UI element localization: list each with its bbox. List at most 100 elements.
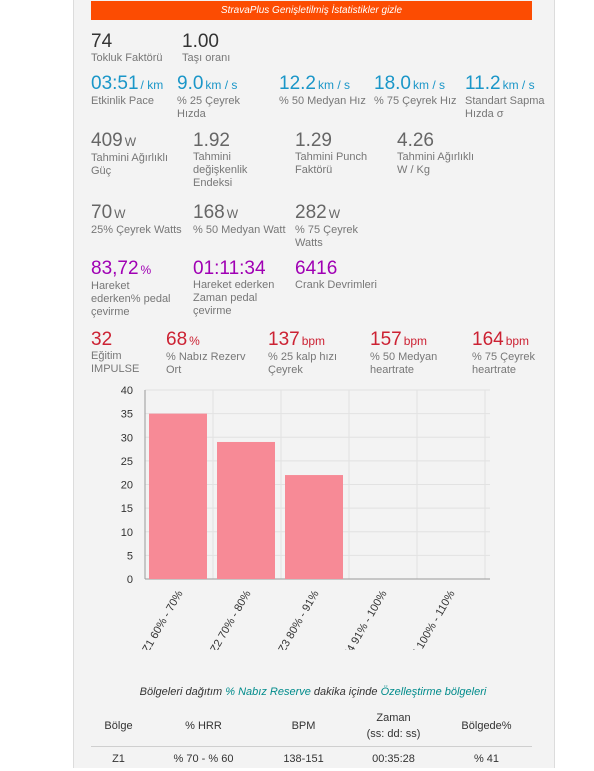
stat-number: 03:51 xyxy=(91,73,139,94)
stat-r3-0: 409 W Tahmini Ağırlıklı Güç xyxy=(91,131,168,178)
header-cell: Bölge xyxy=(91,718,146,734)
stat-r3-2: 1.29 Tahmini Punch Faktörü xyxy=(295,131,367,177)
header-text: (ss: dd: ss) xyxy=(366,728,421,740)
stat-label: Tahmini Ağırlıklı xyxy=(397,151,475,163)
stat-number: 1.29 xyxy=(295,130,332,151)
stat-label: % 75 Çeyrek xyxy=(472,351,535,363)
stat-label: Tokluk Faktörü xyxy=(91,52,163,64)
stat-unit: % xyxy=(140,263,152,277)
stat-label: % 75 Çeyrek Hız xyxy=(374,95,457,107)
y-tick-label: 35 xyxy=(121,409,133,421)
stat-value: 70 W xyxy=(91,203,182,224)
table-row: Z1 % 70 - % 60 138-151 00:35:28 % 41 xyxy=(91,747,532,771)
stat-r4-1: 168 W% 50 Medyan Watt xyxy=(193,203,286,237)
stat-number: 164 xyxy=(472,329,504,350)
stat-number: 409 xyxy=(91,130,123,151)
heart-rate-zone-chart: 0 5 10 15 20 25 30 35 40 Z1 60% - 70% Z2 70% - 80%… xyxy=(121,385,490,650)
stat-r2-0: 03:51/ km Etkinlik Pace xyxy=(91,74,163,108)
stat-r4-0: 70 W 25% Çeyrek Watts xyxy=(91,203,182,237)
stat-number: 18.0 xyxy=(374,73,411,94)
header-cell: BPM xyxy=(261,718,346,734)
stat-label: Zaman pedal xyxy=(193,292,258,304)
stat-value: 164 bpm xyxy=(472,330,535,351)
stat-number: 4.26 xyxy=(397,130,434,151)
stat-label: Tahmini xyxy=(193,151,231,163)
stat-number: 1.00 xyxy=(182,31,219,52)
stat-number: 9.0 xyxy=(177,73,204,94)
x-tick-label: Z3 80% - 91% xyxy=(276,588,321,650)
stat-r3-1: 1.92 Tahmini değişkenlik Endeksi xyxy=(193,131,247,190)
stat-number: 282 xyxy=(295,202,327,223)
stat-label: Tahmini Punch xyxy=(295,151,368,163)
header-text: Bölge xyxy=(104,720,133,732)
table-cell: % 70 - % 60 xyxy=(173,753,234,765)
stat-r2-1: 9.0 km / s% 25 Çeyrek Hızda xyxy=(177,74,240,121)
stat-number: 74 xyxy=(91,31,113,52)
stat-label: % 25 Çeyrek xyxy=(177,95,240,107)
heart-rate-reserve-link[interactable]: % Nabız Reserve xyxy=(225,686,311,698)
stat-number: 12.2 xyxy=(279,73,316,94)
stat-label: % 50 Medyan Watt xyxy=(193,224,286,236)
x-tick-label: Z2 70% - 80% xyxy=(208,588,253,650)
stat-unit: W xyxy=(124,135,137,149)
stat-number: 68 xyxy=(166,329,188,350)
stat-label: Endeksi xyxy=(193,177,233,189)
stat-number: 1.92 xyxy=(193,130,230,151)
stat-value: 18.0 km / s xyxy=(374,74,457,95)
stat-value: 168 W xyxy=(193,203,286,224)
stat-label: Tahmini Ağırlıklı xyxy=(91,152,169,164)
stat-value: 11.2 km / s xyxy=(465,74,545,95)
table-cell: 00:35:28 xyxy=(372,753,415,765)
stat-label: Çeyrek xyxy=(268,364,303,376)
y-tick-label: 20 xyxy=(121,480,133,492)
stat-r6-2: 137 bpm% 25 kalp hızı Çeyrek xyxy=(268,330,337,377)
stats-panel xyxy=(73,0,555,768)
y-tick-label: 15 xyxy=(121,503,133,515)
stat-label: % 25 kalp hızı xyxy=(268,351,338,363)
stat-value: 1.92 xyxy=(193,131,247,151)
stat-label: ederken% pedal xyxy=(91,293,171,305)
stat-number: 157 xyxy=(370,329,402,350)
stat-value: 74 xyxy=(91,32,163,52)
stat-label: Taşı oranı xyxy=(182,52,231,64)
x-tick-label: Z4 91% - 100% xyxy=(341,588,389,650)
stat-unit: bpm xyxy=(505,334,530,348)
stat-r5-2: 6416 Crank Devrimleri xyxy=(295,259,377,292)
header-text: % HRR xyxy=(185,720,222,732)
stat-number: 83,72 xyxy=(91,258,139,279)
stat-r2-4: 11.2 km / s Standart Sapma Hızda σ xyxy=(465,74,545,121)
customize-zones-link[interactable]: Özelleştirme bölgeleri xyxy=(380,686,487,698)
hide-extended-stats-banner[interactable]: StravaPlus Genişletilmiş İstatistikler g… xyxy=(91,1,532,20)
zone-distribution-caption: Bölgeleri dağıtım % Nabız Reserve dakika… xyxy=(73,686,553,698)
stat-label: Crank Devrimleri xyxy=(295,279,377,291)
stat-label: IMPULSE xyxy=(91,363,140,375)
stat-label: çevirme xyxy=(91,306,130,318)
stat-label: Hareket xyxy=(91,280,130,292)
stat-label: değişkenlik xyxy=(193,164,248,176)
y-tick-label: 10 xyxy=(121,527,133,539)
stat-unit: / km xyxy=(140,78,164,92)
stat-r1-1: 1.00 Taşı oranı xyxy=(182,32,230,65)
stat-value: 68% xyxy=(166,330,245,351)
stat-label: Hızda σ xyxy=(465,108,504,120)
y-tick-label: 30 xyxy=(121,432,133,444)
stat-r6-4: 164 bpm% 75 Çeyrek heartrate xyxy=(472,330,535,377)
stat-value: 03:51/ km xyxy=(91,74,163,95)
bar-3 xyxy=(285,475,343,579)
stat-value: 83,72% xyxy=(91,259,171,280)
stat-label: W / Kg xyxy=(397,164,431,176)
stat-unit: bpm xyxy=(403,334,428,348)
stat-value: 1.29 xyxy=(295,131,367,151)
stat-unit: bpm xyxy=(301,334,326,348)
stat-value: 1.00 xyxy=(182,32,230,52)
stat-number: 01:11:34 xyxy=(193,258,266,279)
stat-r3-3: 4.26 Tahmini Ağırlıklı W / Kg xyxy=(397,131,474,177)
stat-unit: W xyxy=(226,207,239,221)
table-cell: Z1 xyxy=(112,753,125,765)
stat-label: Eğitim xyxy=(91,350,122,362)
stat-r1-0: 74 Tokluk Faktörü xyxy=(91,32,163,65)
x-tick-label: Z5 100% - 110% xyxy=(407,588,458,650)
stat-r4-2: 282 W% 75 Çeyrek Watts xyxy=(295,203,358,250)
caption-text-2: dakika içinde xyxy=(313,686,378,698)
stat-r2-3: 18.0 km / s% 75 Çeyrek Hız xyxy=(374,74,457,108)
